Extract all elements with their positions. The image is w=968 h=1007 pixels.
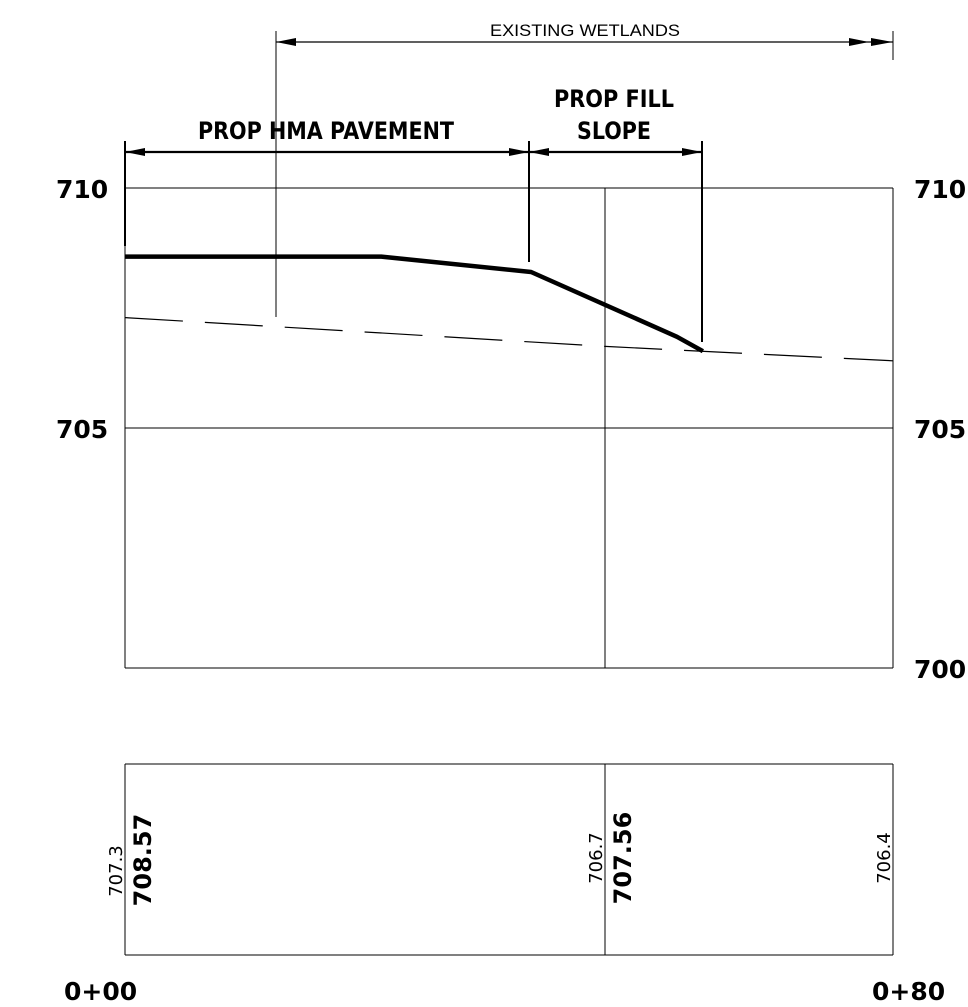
- elevation-left-705: 705: [56, 415, 108, 444]
- existing-wetlands-label: EXISTING WETLANDS: [490, 21, 680, 40]
- elevation-right-710: 710: [914, 175, 966, 204]
- elevation-labels: 710 705 710 705 700: [56, 175, 966, 684]
- proposed-elev-1: 707.56: [609, 812, 637, 905]
- profile-lines: [124, 254, 894, 362]
- proposed-elev-0: 708.57: [129, 814, 157, 907]
- proposed-profile-line: [125, 254, 704, 354]
- profile-grid: [124, 187, 894, 669]
- data-strip: 707.3 708.57 706.7 707.56 706.4: [106, 763, 895, 956]
- existing-ground-line: [124, 317, 894, 362]
- elevation-right-705: 705: [914, 415, 966, 444]
- existing-elev-1: 706.7: [586, 832, 607, 884]
- existing-wetlands-dimension: EXISTING WETLANDS: [275, 21, 894, 317]
- station-start: 0+00: [64, 977, 137, 1006]
- prop-hma-pavement-label: PROP HMA PAVEMENT: [198, 117, 455, 145]
- proposed-dimensions: PROP HMA PAVEMENT PROP FILL SLOPE: [124, 85, 703, 342]
- prop-fill-label: PROP FILL: [554, 85, 674, 113]
- existing-elev-2: 706.4: [874, 832, 895, 884]
- station-labels: 0+00 0+80: [64, 977, 945, 1006]
- station-end: 0+80: [872, 977, 945, 1006]
- existing-elev-0: 707.3: [106, 845, 127, 897]
- elevation-left-710: 710: [56, 175, 108, 204]
- slope-label: SLOPE: [577, 117, 651, 145]
- elevation-right-700: 700: [914, 655, 966, 684]
